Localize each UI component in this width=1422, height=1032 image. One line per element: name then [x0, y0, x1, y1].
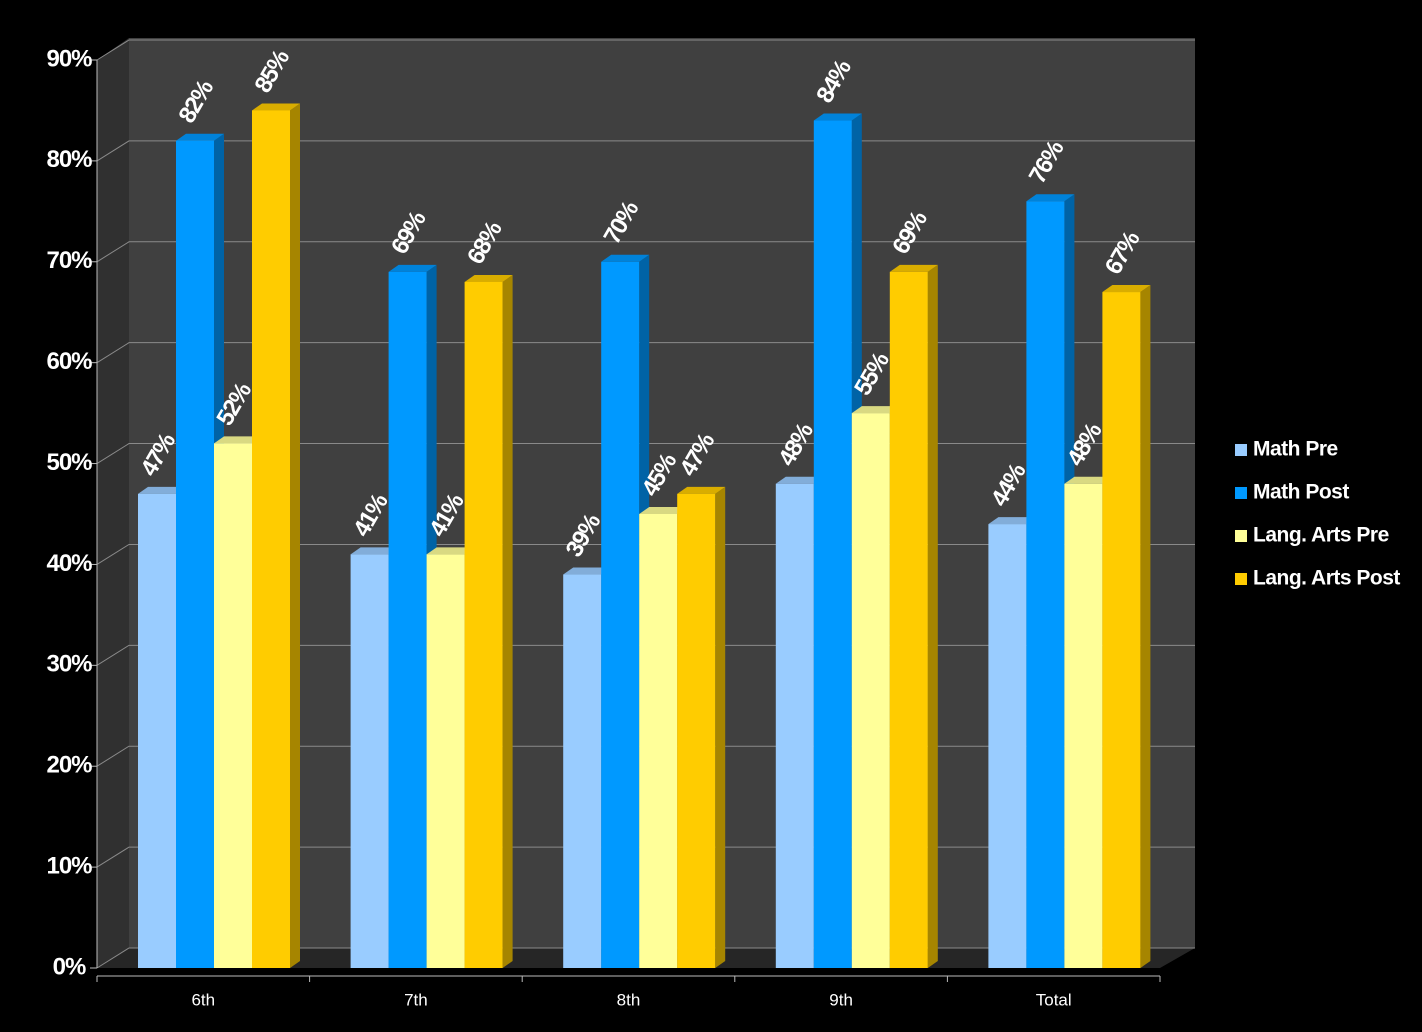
legend-swatch: [1235, 573, 1247, 585]
x-tick-label: 6th: [191, 990, 215, 1009]
y-tick-label: 60%: [46, 348, 92, 375]
bar: [388, 271, 427, 968]
bar: [426, 554, 465, 968]
bar-side: [290, 103, 300, 968]
x-tick-label: 8th: [617, 990, 641, 1009]
bar: [1064, 483, 1103, 968]
legend-swatch: [1235, 487, 1247, 499]
bar-top: [1064, 476, 1113, 484]
bar: [1026, 201, 1065, 968]
y-tick-label: 30%: [46, 651, 92, 678]
bar: [464, 281, 503, 968]
y-tick-label: 50%: [46, 449, 92, 476]
legend-label: Lang. Arts Post: [1253, 567, 1400, 590]
y-tick-label: 70%: [46, 247, 92, 274]
bar: [677, 493, 716, 968]
y-tick-label: 10%: [46, 852, 92, 879]
y-tick-label: 90%: [46, 45, 92, 72]
legend-label: Math Post: [1253, 481, 1349, 504]
bar: [252, 110, 290, 968]
bar-top: [563, 567, 612, 575]
bar-top: [601, 254, 650, 262]
bar: [176, 140, 214, 968]
bar-top: [988, 517, 1037, 525]
bar-side: [502, 274, 513, 968]
bar-top: [252, 103, 300, 111]
bar-top: [176, 133, 224, 141]
bar-top: [138, 486, 186, 494]
bar-side: [927, 264, 938, 968]
y-tick-label: 40%: [46, 550, 92, 577]
bar: [775, 483, 814, 968]
bar: [563, 574, 602, 968]
y-tick-label: 80%: [46, 146, 92, 173]
bar-top: [426, 547, 475, 555]
side-wall: [97, 38, 129, 968]
y-tick-label: 0%: [53, 953, 86, 980]
legend-swatch: [1235, 444, 1247, 456]
legend-label: Math Pre: [1253, 438, 1338, 461]
bar: [639, 514, 678, 968]
bar: [601, 261, 640, 968]
bar-top: [350, 547, 399, 555]
bar-top: [677, 486, 726, 494]
bar: [988, 524, 1027, 968]
legend-label: Lang. Arts Pre: [1253, 524, 1389, 547]
bar-top: [464, 274, 513, 282]
bar: [214, 443, 252, 968]
bar-top: [775, 476, 824, 484]
bar-top: [851, 406, 900, 414]
bar-top: [388, 264, 437, 272]
x-tick-label: 9th: [829, 990, 853, 1009]
grid-line: [96, 39, 1195, 61]
bar: [138, 493, 176, 968]
legend-swatch: [1235, 530, 1247, 542]
bar-top: [889, 264, 938, 272]
bar: [813, 120, 852, 969]
bar: [1102, 292, 1141, 968]
bar-side: [1140, 285, 1151, 968]
bar-top: [639, 507, 688, 514]
bar: [889, 271, 928, 968]
y-tick-label: 20%: [46, 752, 92, 779]
bar-top: [1026, 194, 1075, 202]
x-tick-label: Total: [1036, 990, 1072, 1009]
x-tick-label: 7th: [404, 990, 428, 1009]
bar: [350, 554, 389, 968]
bar-top: [813, 113, 862, 121]
bar-side: [715, 486, 726, 968]
bar: [851, 413, 890, 969]
bar-top: [214, 436, 262, 444]
bar-top: [1102, 285, 1151, 293]
